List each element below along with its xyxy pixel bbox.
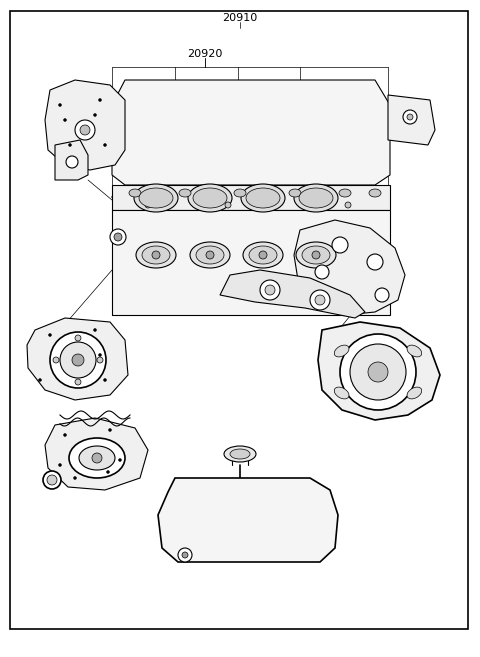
Text: 20910: 20910 [222,13,258,23]
Circle shape [94,328,96,332]
Polygon shape [45,418,148,490]
Circle shape [97,357,103,363]
Circle shape [340,334,416,410]
Ellipse shape [241,184,285,212]
Ellipse shape [369,189,381,197]
Circle shape [75,379,81,385]
Ellipse shape [334,387,349,399]
Circle shape [107,470,109,474]
Circle shape [63,434,67,436]
Circle shape [332,237,348,253]
Circle shape [73,476,76,480]
Polygon shape [112,80,390,185]
Ellipse shape [246,188,280,208]
Ellipse shape [142,246,170,264]
Polygon shape [55,140,88,180]
Ellipse shape [339,189,351,197]
Polygon shape [220,270,365,318]
Circle shape [66,156,78,168]
Ellipse shape [224,446,256,462]
Polygon shape [388,95,435,145]
Circle shape [119,459,121,461]
Circle shape [315,295,325,305]
Circle shape [75,120,95,140]
Circle shape [98,353,101,357]
Circle shape [59,463,61,466]
Circle shape [94,114,96,116]
Circle shape [43,471,61,489]
Circle shape [265,285,275,295]
Ellipse shape [243,242,283,268]
Circle shape [63,118,67,122]
Circle shape [259,251,267,259]
Ellipse shape [139,188,173,208]
Circle shape [38,378,41,382]
Circle shape [114,233,122,241]
Circle shape [50,332,106,388]
Ellipse shape [179,189,191,197]
Polygon shape [45,80,125,170]
Circle shape [407,114,413,120]
Ellipse shape [134,184,178,212]
Ellipse shape [289,189,301,197]
Circle shape [206,251,214,259]
Ellipse shape [299,188,333,208]
Circle shape [53,359,57,361]
Circle shape [69,143,72,147]
Ellipse shape [136,242,176,268]
Circle shape [47,475,57,485]
Polygon shape [294,220,405,315]
Polygon shape [112,185,390,210]
Circle shape [75,335,81,341]
Ellipse shape [196,246,224,264]
Ellipse shape [190,242,230,268]
Ellipse shape [296,242,336,268]
Polygon shape [158,478,338,562]
Circle shape [104,143,107,147]
Circle shape [98,99,101,101]
Circle shape [367,254,383,270]
Circle shape [375,288,389,302]
Circle shape [72,354,84,366]
Circle shape [60,342,96,378]
Text: 20920: 20920 [187,49,223,59]
Circle shape [108,428,111,432]
Ellipse shape [79,446,115,470]
Ellipse shape [294,184,338,212]
Circle shape [225,202,231,208]
Ellipse shape [188,184,232,212]
Circle shape [178,548,192,562]
Circle shape [92,453,102,463]
Ellipse shape [334,345,349,357]
Circle shape [350,344,406,400]
Circle shape [48,334,51,336]
Circle shape [260,280,280,300]
Circle shape [182,552,188,558]
Circle shape [110,229,126,245]
Circle shape [145,202,151,208]
Circle shape [345,202,351,208]
Circle shape [368,362,388,382]
Ellipse shape [407,345,422,357]
Circle shape [59,104,61,106]
Ellipse shape [230,449,250,459]
Polygon shape [318,322,440,420]
Circle shape [80,125,90,135]
Polygon shape [112,210,390,315]
Ellipse shape [249,246,277,264]
Circle shape [53,357,59,363]
Circle shape [152,251,160,259]
Circle shape [310,290,330,310]
Circle shape [312,251,320,259]
Ellipse shape [129,189,141,197]
Circle shape [315,265,329,279]
Ellipse shape [193,188,227,208]
Ellipse shape [407,387,422,399]
Circle shape [104,378,107,382]
Polygon shape [27,318,128,400]
Ellipse shape [69,438,125,478]
Circle shape [403,110,417,124]
Ellipse shape [234,189,246,197]
Ellipse shape [302,246,330,264]
